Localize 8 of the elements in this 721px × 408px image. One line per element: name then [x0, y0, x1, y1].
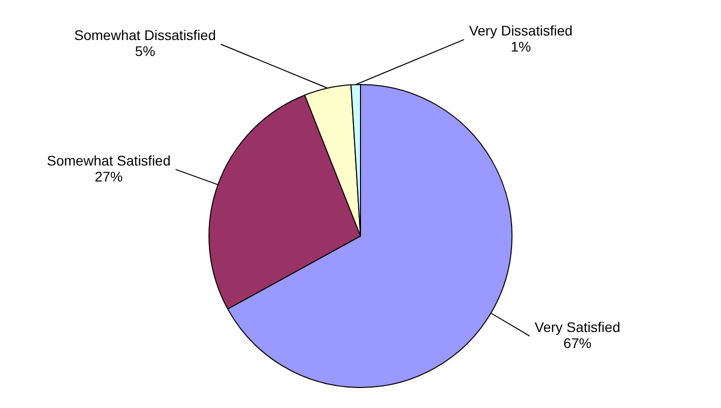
slice-label: Somewhat Satisfied [46, 152, 171, 168]
slice-label: Very Dissatisfied [469, 22, 573, 39]
slice-label: Somewhat Dissatisfied [74, 27, 216, 44]
data-label: 1% [510, 38, 531, 55]
data-label: 5% [134, 43, 156, 60]
slice-label: Very Satisfied [534, 319, 620, 336]
data-label: 67% [563, 335, 592, 352]
data-label: 27% [94, 168, 123, 184]
